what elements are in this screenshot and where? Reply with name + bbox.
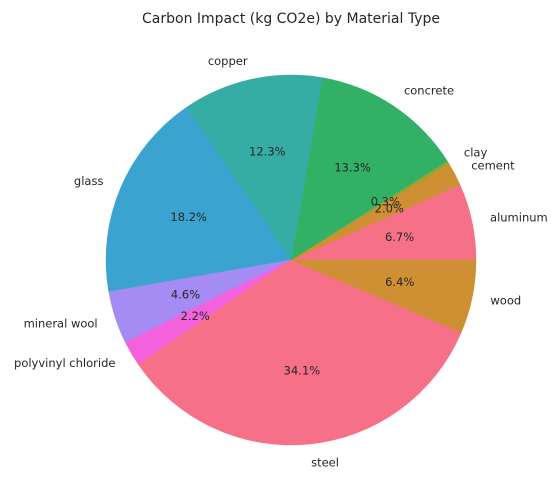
slice-label-copper: copper bbox=[208, 54, 248, 68]
pie-slices bbox=[105, 74, 477, 446]
slice-percent-labels: 6.7% 2.0%0.3% 13.3% 12.3% 18.2% 4.6% 2.2% 34.1%… bbox=[170, 145, 414, 378]
slice-label-clay: clay bbox=[464, 146, 488, 160]
slice-percent-mineral-wool: 4.6% bbox=[171, 288, 200, 302]
slice-percent-copper: 12.3% bbox=[249, 145, 286, 159]
slice-percent-cement: 2.0% bbox=[375, 201, 404, 215]
slice-percent-wood: 6.4% bbox=[385, 275, 414, 289]
pie-slice-steel bbox=[137, 259, 462, 446]
chart-title: Carbon Impact (kg CO2e) by Material Type bbox=[142, 11, 440, 27]
pie-slice-wood bbox=[290, 259, 477, 333]
slice-percent-glass: 18.2% bbox=[170, 210, 207, 224]
slice-percent-concrete: 13.3% bbox=[334, 161, 371, 175]
slice-percent-clay: 0.3% bbox=[371, 194, 400, 208]
slice-label-aluminum: aluminum bbox=[490, 211, 548, 225]
pie-slice-copper bbox=[186, 74, 323, 261]
slice-label-glass: glass bbox=[74, 174, 104, 188]
slice-label-polyvinyl-chloride: polyvinyl chloride bbox=[14, 356, 115, 370]
pie-slice-concrete bbox=[290, 77, 448, 261]
slice-label-steel: steel bbox=[311, 456, 339, 470]
slice-label-concrete: concrete bbox=[404, 84, 454, 98]
slice-label-wood: wood bbox=[490, 294, 521, 308]
slice-label-mineral-wool: mineral wool bbox=[24, 316, 98, 330]
slice-label-cement: cement bbox=[471, 158, 515, 172]
slice-percent-aluminum: 6.7% bbox=[385, 230, 414, 244]
slice-percent-steel: 34.1% bbox=[284, 363, 321, 377]
pie-slice-glass bbox=[105, 107, 292, 293]
slice-percent-polyvinyl-chloride: 2.2% bbox=[181, 309, 210, 323]
